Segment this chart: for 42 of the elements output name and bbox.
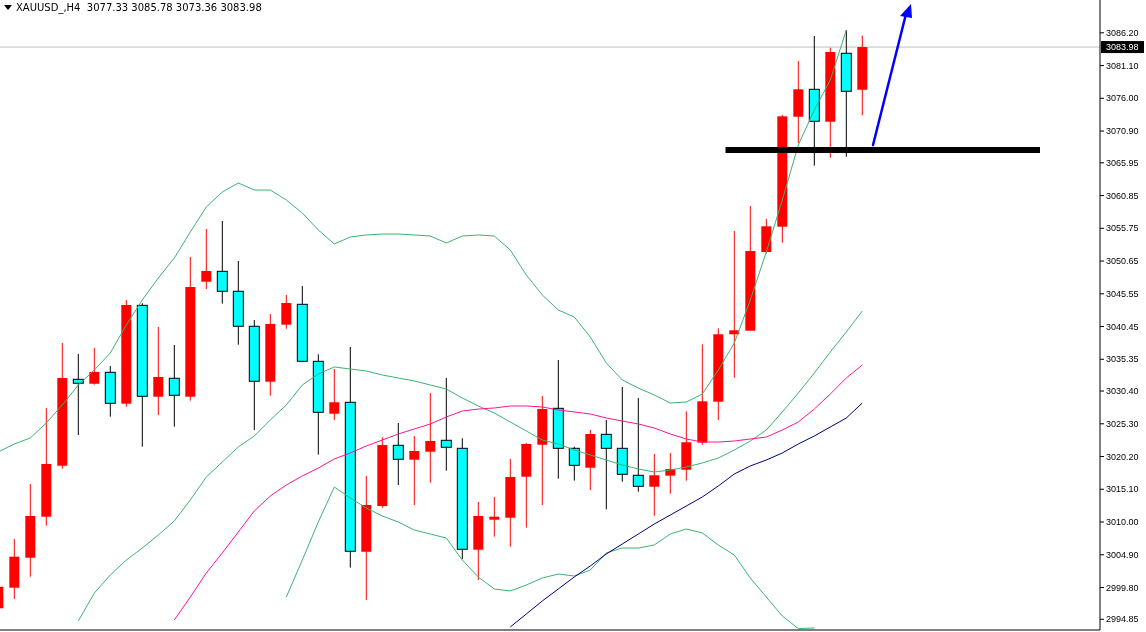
candlestick — [392, 422, 404, 486]
y-tick-label: 3070.90 — [1106, 126, 1139, 137]
candlestick — [201, 228, 212, 290]
chart-title: XAUUSD_,H4 3077.33 3085.78 3073.36 3083.98 — [16, 2, 262, 14]
candlestick — [440, 377, 452, 472]
candlestick — [329, 368, 340, 421]
y-tick-label: 3086.20 — [1106, 27, 1139, 38]
y-tick-label: 3060.85 — [1106, 190, 1139, 201]
line-series — [0, 29, 847, 453]
line-series — [509, 402, 863, 628]
y-tick-label: 3015.10 — [1106, 484, 1139, 495]
line-series — [285, 486, 815, 630]
candlestick — [489, 496, 500, 538]
y-tick-label: 2994.85 — [1106, 614, 1139, 625]
candlestick — [649, 453, 660, 517]
y-tick-label: 3065.95 — [1106, 157, 1139, 168]
candlestick — [600, 419, 612, 510]
line-series — [77, 310, 863, 622]
y-tick-label: 3035.35 — [1106, 354, 1139, 365]
y-tick-label: 3030.40 — [1106, 386, 1139, 397]
candlestick — [281, 294, 292, 330]
candlestick — [216, 220, 228, 305]
y-tick-label: 3055.75 — [1106, 223, 1139, 234]
y-tick-label: 3040.45 — [1106, 321, 1139, 332]
candlestick — [632, 397, 644, 493]
y-tick-label: 3010.00 — [1106, 517, 1139, 528]
candlestick — [168, 344, 180, 428]
candlestick — [425, 392, 436, 484]
y-tick-label: 2999.80 — [1106, 582, 1139, 593]
y-tick-label: 3025.30 — [1106, 418, 1139, 429]
y-tick-label: 3081.10 — [1106, 60, 1139, 71]
y-tick-label: 3020.20 — [1106, 451, 1139, 462]
y-tick-label: 3076.00 — [1106, 93, 1139, 104]
y-tick-label: 3045.55 — [1106, 288, 1139, 299]
y-tick-label: 3004.90 — [1106, 549, 1139, 560]
line-series — [173, 364, 863, 621]
y-tick-label: 3050.65 — [1106, 256, 1139, 267]
candlestick — [153, 326, 164, 416]
candlestick — [409, 435, 420, 506]
ref-line-label: 3083.98 — [1106, 42, 1139, 53]
candlestick — [568, 446, 580, 482]
candlestick — [89, 347, 100, 386]
